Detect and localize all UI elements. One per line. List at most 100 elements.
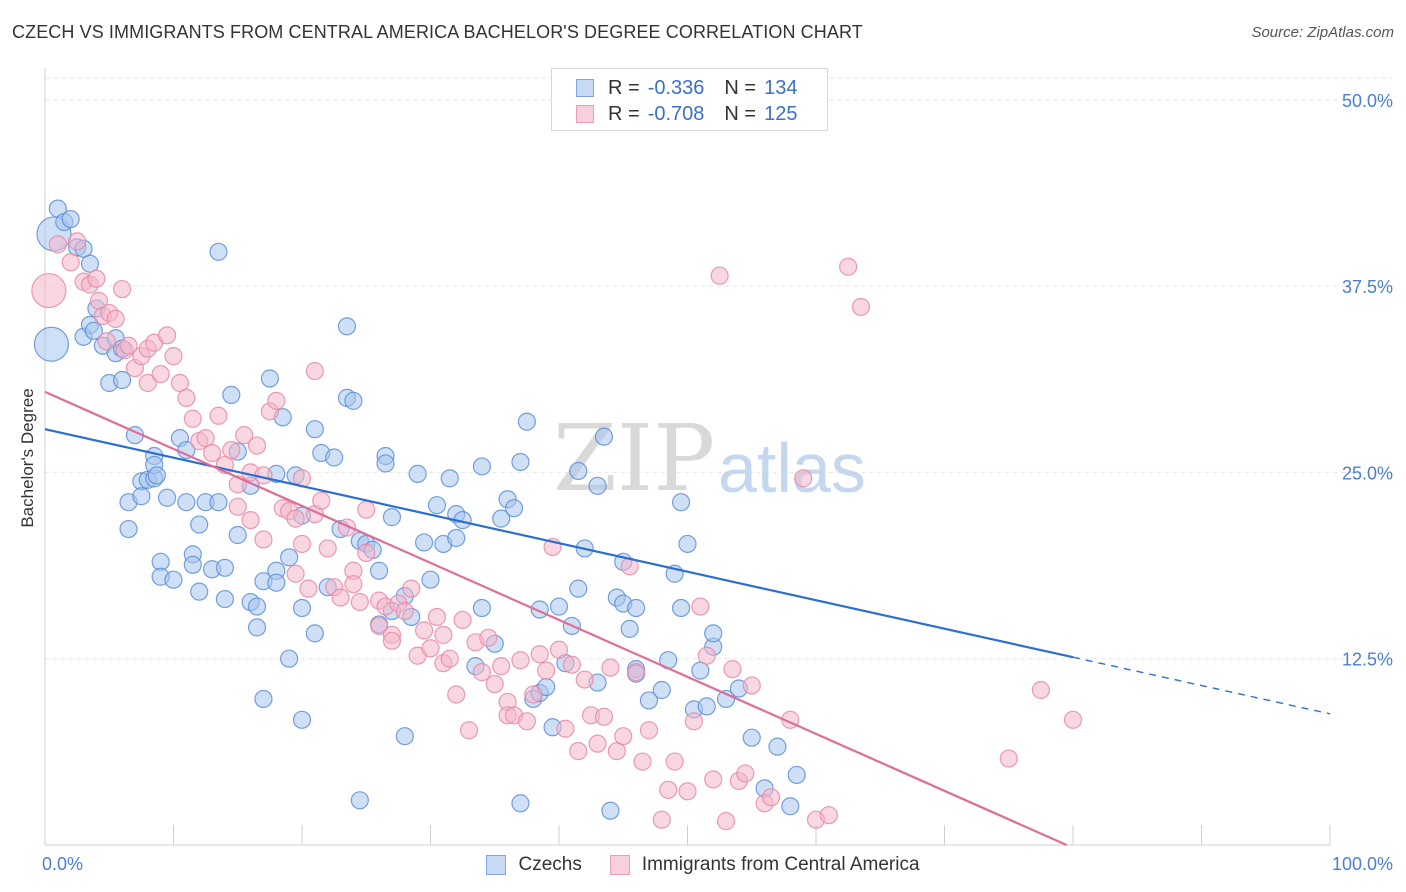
r-label: R = [608,102,640,125]
czech-point [132,487,151,506]
czech-point [504,499,524,518]
czech-point [370,561,389,580]
czech-point [228,525,247,545]
immigrant-point [562,655,581,674]
grid-layer [45,77,1392,660]
immigrant-point [61,253,80,272]
immigrant-point [742,676,761,695]
immigrant-point [235,426,254,445]
tick-labels: 12.5% 25.0% 37.5% 50.0% 0.0% 100.0% Bachelor's… [18,91,1393,874]
immigrant-point [453,610,472,630]
points-layer [31,199,1083,831]
czech-point [569,579,588,598]
r-value: -0.708 [647,102,705,125]
immigrant-point [183,409,202,428]
watermark-atlas: atlas [718,429,866,507]
r-value: -0.336 [647,76,705,99]
axis-layer [44,68,1331,846]
immigrant-point [716,812,736,831]
czech-point [382,508,402,527]
immigrant-point [247,436,267,455]
immigrant-point [106,309,125,328]
czech-point [492,509,511,528]
immigrant-point [402,579,421,598]
immigrant-point [292,534,312,554]
immigrant-point [222,440,241,460]
immigrant-point [678,782,697,801]
immigrant-point [569,742,588,761]
immigrant-point [511,651,530,670]
immigrant-point [524,685,543,704]
czech-point [697,697,716,716]
czech-point [254,689,273,709]
immigrant-point [350,592,369,612]
czech-point [511,794,530,813]
immigrant-trend-line [44,390,1068,847]
czech-point [292,598,312,618]
immigrant-point [305,361,324,381]
immigrant-point [659,780,678,799]
czech-point [601,801,620,820]
czech-point [325,448,344,467]
czech-point [177,493,196,512]
czech-point [260,369,279,388]
immigrant-point [1031,680,1050,700]
czech-point [472,457,491,476]
immigrant-point [164,347,183,366]
czech-point [164,570,183,589]
czech-point [247,618,267,637]
immigrant-point [665,752,684,771]
x-tick-label: 0.0% [42,854,83,874]
legend-row-immigrants: R = -0.708 N = 125 [576,102,797,126]
immigrant-point [312,491,331,510]
immigrant-point [299,579,318,598]
immigrant-point [736,764,755,783]
czech-point [511,452,530,472]
immigrant-point [382,631,402,650]
czech-point [84,321,103,340]
czech-point [215,589,234,609]
legend-item-czechs[interactable]: Czechs [486,854,582,876]
immigrant-point [697,646,716,665]
czech-swatch [576,79,594,97]
czech-point [305,624,324,643]
czech-point [421,570,440,589]
czech-point [33,326,70,362]
immigrant-point [119,336,138,355]
immigrant-point [318,539,337,558]
czech-point [147,466,166,485]
watermark: ZIP atlas [553,405,866,512]
czech-point [209,493,228,512]
czech-point [704,624,723,643]
immigrant-point [421,639,440,658]
czech-point [222,385,241,405]
n-value: 134 [764,76,798,99]
n-label: N = [724,102,757,125]
correlation-legend: R = -0.336 N = 134 R = -0.708 N = 125 [551,68,828,131]
chart-title: CZECH VS IMMIGRANTS FROM CENTRAL AMERICA… [12,22,863,42]
immigrant-point [209,406,228,425]
immigrant-point [601,658,620,677]
czech-point [190,582,209,601]
czech-point [280,548,299,567]
immigrant-point [267,391,286,410]
czech-point [350,791,369,810]
czech-swatch [486,855,507,875]
immigrant-point [414,621,434,640]
czech-point [215,558,234,577]
immigrant-point [723,660,742,679]
legend-item-immigrants[interactable]: Immigrants from Central America [609,854,920,876]
immigrant-point [286,509,305,528]
czech-point [440,469,459,488]
czech-point [344,391,363,410]
immigrant-point [1063,710,1083,729]
czech-trend-extension [1072,656,1331,715]
immigrant-point [151,364,170,384]
czech-point [292,710,312,729]
czech-point [620,619,639,638]
immigrant-point [228,497,247,516]
immigrant-point [691,597,710,616]
immigrant-point [588,734,607,753]
czech-point [569,461,588,481]
